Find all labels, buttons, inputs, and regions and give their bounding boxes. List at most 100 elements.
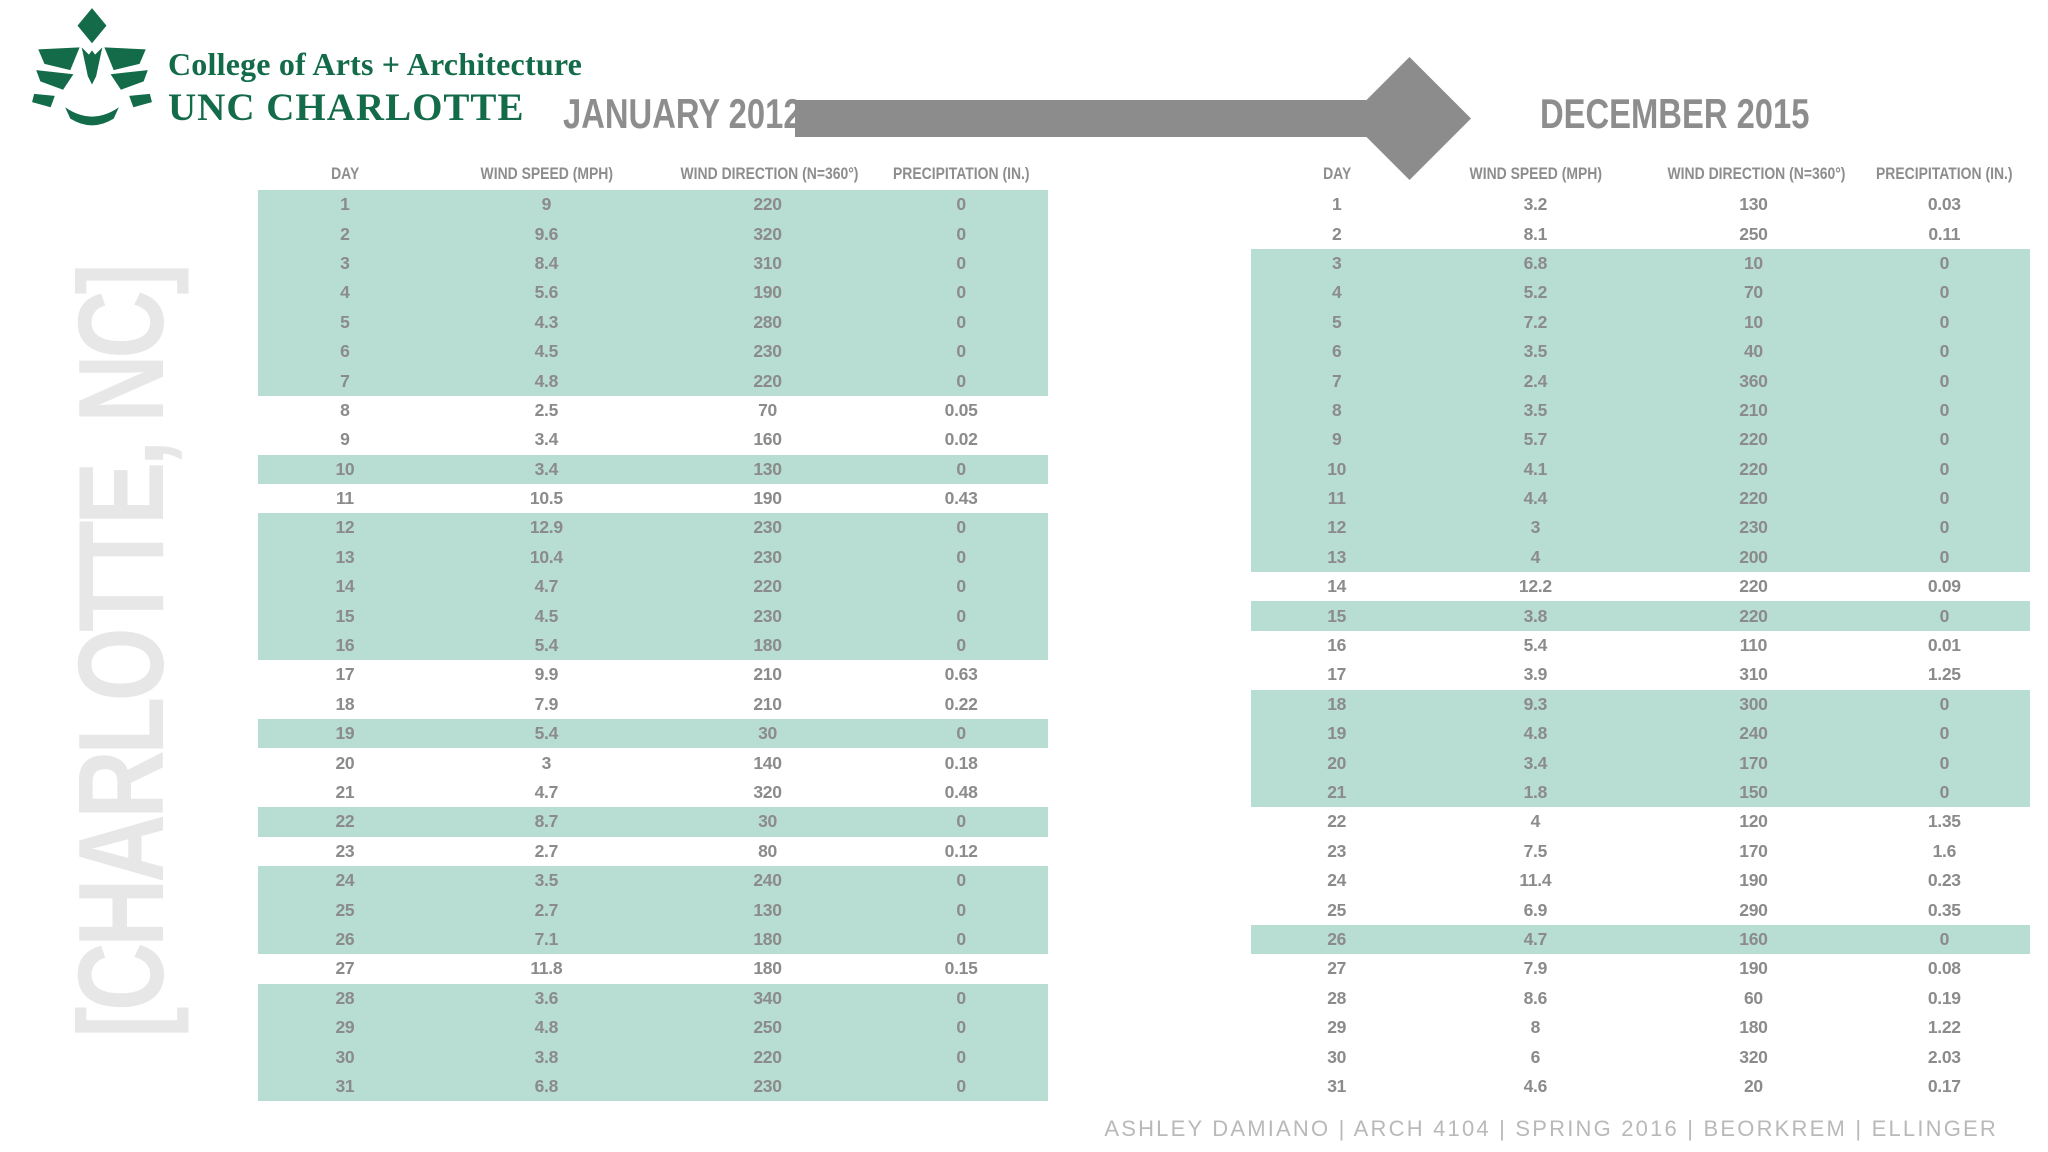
day-cell: 23 — [335, 840, 355, 861]
table-header-row: DAY WIND SPEED (MPH) WIND DIRECTION (N=3… — [258, 158, 1048, 190]
precipitation-cell: 0 — [1939, 429, 1950, 450]
table-row: 27 7.9 190 0.08 — [1251, 954, 2030, 983]
precipitation-cell: 0 — [956, 282, 966, 303]
wind-direction-cell: 220 — [753, 370, 782, 391]
precipitation-cell: 0 — [956, 517, 966, 538]
logo-university-name: UNC CHARLOTTE — [168, 86, 525, 129]
precipitation-cell: 0.43 — [944, 488, 978, 509]
wind-speed-cell: 5.7 — [1523, 429, 1548, 450]
precipitation-cell: 0 — [1939, 399, 1950, 420]
table-row: 29 8 180 1.22 — [1251, 1013, 2030, 1042]
wind-direction-cell: 300 — [1739, 693, 1768, 714]
day-cell: 24 — [335, 870, 355, 891]
precipitation-cell: 0 — [956, 1046, 966, 1067]
day-cell: 25 — [1327, 899, 1347, 920]
wind-speed-cell: 5.4 — [534, 723, 559, 744]
precipitation-cell: 0 — [956, 928, 966, 949]
table-row: 16 5.4 180 0 — [258, 630, 1048, 661]
day-cell: 5 — [1331, 311, 1342, 332]
wind-speed-cell: 6.9 — [1523, 899, 1548, 920]
wind-direction-column-header: WIND DIRECTION (N=360°) — [680, 164, 859, 183]
day-cell: 8 — [1331, 399, 1342, 420]
wind-speed-cell: 3.5 — [1523, 399, 1548, 420]
table-row: 26 4.7 160 0 — [1251, 924, 2030, 955]
precipitation-cell: 0 — [1939, 782, 1950, 802]
charlotte-watermark: [CHARLOTTE, NC] — [52, 268, 190, 1038]
arrow-shaft — [795, 100, 1395, 137]
wind-direction-cell: 220 — [1739, 576, 1768, 597]
precipitation-cell: 0 — [956, 311, 966, 332]
wind-speed-cell: 5.4 — [1523, 635, 1548, 656]
logo-college-name: College of Arts + Architecture — [168, 46, 583, 82]
wind-speed-column-header: WIND SPEED (MPH) — [1469, 164, 1602, 183]
day-cell: 9 — [340, 429, 350, 450]
wind-direction-cell: 220 — [1739, 488, 1768, 509]
day-cell: 7 — [1331, 370, 1342, 391]
wind-direction-cell: 130 — [753, 899, 782, 920]
wind-direction-cell: 320 — [753, 223, 782, 244]
precipitation-cell: 0 — [1939, 546, 1950, 567]
wind-direction-cell: 180 — [753, 958, 782, 979]
precipitation-cell: 0 — [956, 576, 966, 597]
day-cell: 4 — [1331, 282, 1342, 303]
precipitation-cell: 0.35 — [1927, 899, 1961, 920]
wind-direction-cell: 150 — [1739, 782, 1768, 802]
wind-direction-cell: 220 — [753, 576, 782, 597]
december-table: DAY WIND SPEED (MPH) WIND DIRECTION (N=3… — [1251, 158, 2030, 1101]
wind-speed-cell: 11.4 — [1519, 870, 1552, 891]
day-cell: 16 — [1327, 635, 1347, 656]
wind-speed-cell: 3.6 — [534, 987, 559, 1008]
wind-speed-cell: 12.2 — [1518, 576, 1552, 597]
wind-direction-cell: 220 — [753, 1046, 782, 1067]
wind-direction-cell: 280 — [753, 311, 782, 332]
table-row: 1 3.2 130 0.03 — [1251, 190, 2030, 219]
table-row: 30 6 320 2.03 — [1251, 1042, 2030, 1071]
wind-direction-cell: 40 — [1744, 341, 1763, 362]
precipitation-cell: 0 — [956, 194, 966, 215]
precipitation-cell: 0 — [956, 987, 966, 1008]
wind-speed-cell: 8 — [1530, 1017, 1541, 1038]
table-row: 21 4.7 320 0.48 — [258, 778, 1048, 807]
wind-direction-cell: 190 — [753, 488, 782, 509]
wind-speed-cell: 4.8 — [534, 1017, 559, 1038]
table-row: 14 4.7 220 0 — [258, 572, 1048, 602]
precipitation-cell: 0 — [1939, 605, 1950, 626]
day-cell: 11 — [1327, 488, 1346, 509]
day-cell: 2 — [1331, 223, 1342, 244]
precipitation-cell: 0.23 — [1927, 870, 1961, 891]
day-cell: 17 — [335, 664, 355, 685]
wind-direction-cell: 230 — [753, 605, 782, 626]
wind-speed-cell: 5.6 — [534, 282, 559, 303]
precipitation-cell: 0 — [1939, 928, 1950, 949]
day-cell: 17 — [1327, 664, 1347, 685]
table-row: 11 4.4 220 0 — [1251, 483, 2030, 514]
wind-direction-cell: 180 — [753, 928, 782, 949]
precipitation-cell: 0.09 — [1927, 576, 1961, 597]
wind-speed-cell: 2.4 — [1523, 370, 1548, 391]
day-cell: 25 — [335, 899, 355, 920]
wind-speed-cell: 2.5 — [534, 399, 559, 420]
day-cell: 3 — [340, 252, 350, 273]
precipitation-cell: 2.03 — [1927, 1046, 1961, 1067]
wind-direction-cell: 10 — [1744, 311, 1763, 332]
wind-direction-cell: 20 — [1744, 1075, 1763, 1096]
precipitation-cell: 0 — [956, 341, 966, 362]
wind-direction-cell: 210 — [1739, 399, 1768, 420]
day-cell: 28 — [335, 987, 355, 1008]
day-cell: 5 — [340, 311, 350, 332]
wind-speed-cell: 4.7 — [534, 576, 559, 597]
precipitation-cell: 0.05 — [944, 399, 978, 420]
precipitation-cell: 0 — [956, 870, 966, 891]
wind-speed-cell: 3 — [1530, 517, 1541, 538]
day-cell: 31 — [1327, 1075, 1347, 1096]
day-cell: 10 — [335, 458, 355, 479]
wind-speed-cell: 10.4 — [529, 546, 563, 567]
precipitation-cell: 0.03 — [1927, 194, 1961, 215]
wind-direction-cell: 180 — [1739, 1017, 1768, 1038]
day-cell: 26 — [335, 928, 355, 949]
day-cell: 20 — [335, 752, 355, 773]
day-cell: 1 — [1331, 194, 1342, 215]
precipitation-cell: 1.6 — [1932, 840, 1957, 861]
table-row: 31 4.6 20 0.17 — [1251, 1072, 2030, 1101]
table-row: 19 5.4 30 0 — [258, 719, 1048, 749]
